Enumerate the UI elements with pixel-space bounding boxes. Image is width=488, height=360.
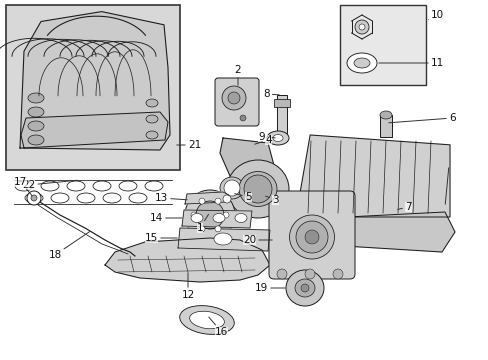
Ellipse shape (353, 58, 369, 68)
Ellipse shape (15, 181, 33, 191)
FancyBboxPatch shape (268, 191, 354, 279)
Text: 15: 15 (144, 233, 177, 243)
Text: 9: 9 (258, 132, 275, 142)
Ellipse shape (93, 181, 111, 191)
Circle shape (276, 269, 286, 279)
Text: 7: 7 (397, 202, 411, 212)
Ellipse shape (41, 181, 59, 191)
Circle shape (358, 24, 364, 30)
Ellipse shape (285, 270, 324, 306)
Circle shape (227, 92, 240, 104)
Ellipse shape (146, 115, 158, 123)
Text: 19: 19 (254, 283, 285, 293)
Text: 3: 3 (265, 195, 278, 205)
Ellipse shape (146, 99, 158, 107)
Ellipse shape (51, 193, 69, 203)
Text: 16: 16 (208, 317, 228, 337)
Polygon shape (21, 112, 168, 148)
Polygon shape (178, 228, 269, 251)
Ellipse shape (119, 181, 137, 191)
Ellipse shape (28, 121, 44, 131)
Text: 20: 20 (243, 235, 272, 245)
Circle shape (191, 212, 197, 218)
Text: 1: 1 (196, 214, 208, 233)
Bar (339, 5, 425, 85)
Ellipse shape (146, 131, 158, 139)
Circle shape (354, 20, 368, 34)
Ellipse shape (301, 284, 308, 292)
Text: 21: 21 (177, 140, 201, 150)
Polygon shape (184, 192, 228, 204)
Ellipse shape (239, 171, 276, 207)
Ellipse shape (226, 160, 288, 218)
Bar (6, 5, 180, 170)
Circle shape (215, 226, 221, 232)
Text: 14: 14 (149, 213, 182, 223)
Bar (273, 99, 289, 107)
Circle shape (199, 198, 204, 204)
Ellipse shape (129, 193, 147, 203)
Circle shape (31, 195, 37, 201)
Ellipse shape (189, 311, 224, 329)
Ellipse shape (145, 181, 163, 191)
Text: 10: 10 (427, 10, 443, 20)
Circle shape (222, 86, 245, 110)
Ellipse shape (103, 193, 121, 203)
Ellipse shape (28, 107, 44, 117)
Ellipse shape (266, 131, 288, 145)
Polygon shape (220, 138, 275, 183)
Ellipse shape (179, 306, 234, 334)
Polygon shape (297, 135, 449, 217)
Circle shape (224, 180, 240, 196)
Text: 5: 5 (234, 192, 251, 202)
Circle shape (305, 269, 314, 279)
Text: 2: 2 (234, 65, 241, 85)
Circle shape (244, 175, 271, 203)
Ellipse shape (272, 135, 283, 141)
Text: 11: 11 (378, 58, 443, 68)
Text: 13: 13 (154, 193, 187, 203)
Circle shape (332, 269, 342, 279)
Text: 17: 17 (14, 177, 32, 196)
Text: 4: 4 (254, 135, 271, 145)
FancyBboxPatch shape (215, 78, 259, 126)
Ellipse shape (67, 181, 85, 191)
Polygon shape (182, 210, 251, 228)
Ellipse shape (346, 53, 376, 73)
Circle shape (223, 195, 230, 203)
Ellipse shape (214, 233, 231, 245)
Ellipse shape (289, 215, 334, 259)
Text: 12: 12 (181, 273, 194, 300)
Text: 6: 6 (388, 113, 455, 123)
Ellipse shape (213, 213, 224, 222)
Bar (379, 115, 391, 137)
Ellipse shape (294, 279, 314, 297)
Circle shape (199, 226, 204, 232)
Text: 8: 8 (263, 89, 279, 99)
Circle shape (295, 221, 327, 253)
Ellipse shape (184, 190, 235, 240)
Circle shape (305, 230, 318, 244)
Bar (276, 95, 286, 133)
Ellipse shape (235, 213, 246, 222)
Ellipse shape (25, 193, 43, 203)
Ellipse shape (28, 135, 44, 145)
Polygon shape (105, 238, 269, 282)
Text: 18: 18 (48, 231, 89, 260)
Ellipse shape (379, 111, 391, 119)
Polygon shape (303, 212, 454, 252)
Circle shape (223, 212, 228, 218)
Ellipse shape (77, 193, 95, 203)
Circle shape (27, 191, 41, 205)
Ellipse shape (196, 201, 224, 229)
Circle shape (215, 198, 221, 204)
Ellipse shape (220, 177, 244, 199)
Polygon shape (20, 12, 170, 150)
Circle shape (240, 115, 245, 121)
Text: 22: 22 (22, 180, 77, 190)
Ellipse shape (28, 93, 44, 103)
Ellipse shape (191, 213, 203, 222)
